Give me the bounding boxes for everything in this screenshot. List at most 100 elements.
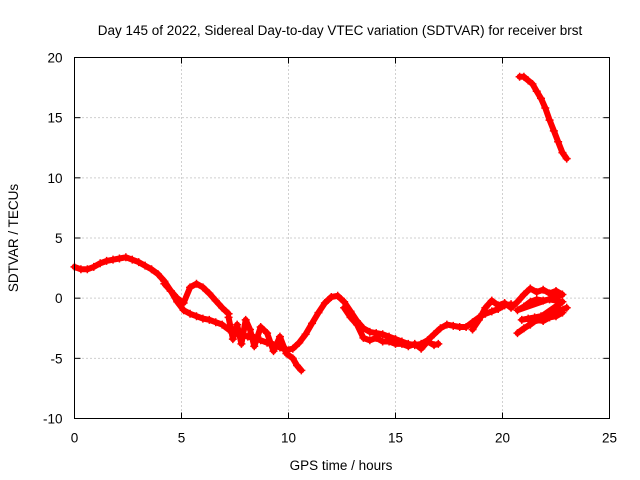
data-point <box>365 336 374 345</box>
data-point <box>474 315 483 324</box>
data-point <box>378 330 387 339</box>
data-point <box>537 94 546 103</box>
y-tick-label: -10 <box>43 412 63 427</box>
data-point <box>256 323 265 332</box>
data-point <box>297 366 306 375</box>
data-point <box>320 298 329 307</box>
data-point <box>186 309 195 318</box>
data-point <box>288 354 297 363</box>
data-point <box>545 116 554 125</box>
data-point <box>417 344 426 353</box>
data-point <box>537 312 546 321</box>
data-point <box>558 297 567 306</box>
series-upper-branch-5h <box>160 279 233 318</box>
y-tick-label: 15 <box>47 111 62 126</box>
data-point <box>96 259 105 268</box>
data-point <box>539 317 548 326</box>
data-point <box>109 255 118 264</box>
data-point <box>532 87 541 96</box>
data-point <box>385 337 394 346</box>
x-axis-label: GPS time / hours <box>290 458 393 473</box>
data-point <box>308 319 317 328</box>
data-point <box>487 296 496 305</box>
data-point <box>295 338 304 347</box>
data-point <box>166 286 175 295</box>
data-point <box>562 303 571 312</box>
data-point <box>530 313 539 322</box>
data-point <box>562 154 571 163</box>
data-point <box>263 329 272 338</box>
data-point <box>552 312 560 321</box>
data-point <box>528 79 537 88</box>
data-point <box>526 320 535 329</box>
data-point <box>237 339 246 348</box>
y-axis-label: SDTVAR / TECUs <box>6 184 21 293</box>
data-point <box>179 298 188 307</box>
data-point <box>314 308 323 317</box>
x-tick-label: 25 <box>602 431 617 446</box>
data-point <box>397 339 406 348</box>
data-point <box>333 291 342 300</box>
data-point <box>218 320 227 329</box>
data-point <box>558 290 567 299</box>
data-point <box>372 333 381 342</box>
data-point <box>359 333 368 342</box>
data-point <box>524 76 533 85</box>
data-point <box>468 325 477 334</box>
y-tick-label: 20 <box>47 51 62 66</box>
data-point <box>275 332 284 341</box>
data-point <box>507 303 516 312</box>
data-point <box>224 313 233 322</box>
data-point <box>250 342 259 351</box>
data-point <box>519 302 528 311</box>
data-point <box>434 339 443 348</box>
data-point <box>115 254 124 263</box>
data-point <box>102 256 111 265</box>
data-point <box>519 72 528 81</box>
data-point <box>198 314 207 323</box>
data-point <box>128 255 137 264</box>
data-point <box>404 342 413 351</box>
data-point <box>218 303 227 312</box>
data-point <box>554 137 563 146</box>
series-lower-branch-12-17h <box>340 303 443 353</box>
data-point <box>526 284 535 293</box>
data-point <box>192 279 201 288</box>
data-point <box>532 295 541 304</box>
data-point <box>410 339 419 348</box>
grid <box>74 57 610 419</box>
data-point <box>365 327 374 336</box>
data-point <box>346 313 355 322</box>
data-point <box>519 290 528 299</box>
data-point <box>430 330 439 339</box>
data-point <box>513 297 522 306</box>
x-tick-label: 5 <box>178 431 186 446</box>
data-point <box>556 306 565 315</box>
series-late-high-trace <box>515 72 571 163</box>
data-point <box>549 307 558 316</box>
data-point <box>192 312 201 321</box>
x-tick-label: 15 <box>388 431 403 446</box>
data-point <box>241 315 250 324</box>
data-point <box>153 270 162 279</box>
series-main-trace <box>70 253 516 354</box>
y-tick-labels: -10 -5 0 5 10 15 20 <box>43 51 63 427</box>
data-point <box>179 306 188 315</box>
x-tick-label: 0 <box>71 431 79 446</box>
x-tick-label: 10 <box>281 431 296 446</box>
data-point <box>526 297 535 306</box>
data-point <box>500 298 509 307</box>
data-point <box>327 292 336 301</box>
data-point <box>449 321 458 330</box>
data-point <box>340 303 349 312</box>
data-point <box>293 361 302 370</box>
series-trace <box>71 254 515 353</box>
data-point <box>519 324 528 333</box>
chart-title: Day 145 of 2022, Sidereal Day-to-day VTE… <box>98 23 583 38</box>
series-late-branches-19-23h <box>468 284 571 338</box>
data-point <box>186 283 195 292</box>
x-tick-label: 20 <box>495 431 510 446</box>
data-point <box>436 324 445 333</box>
data-point <box>539 285 548 294</box>
